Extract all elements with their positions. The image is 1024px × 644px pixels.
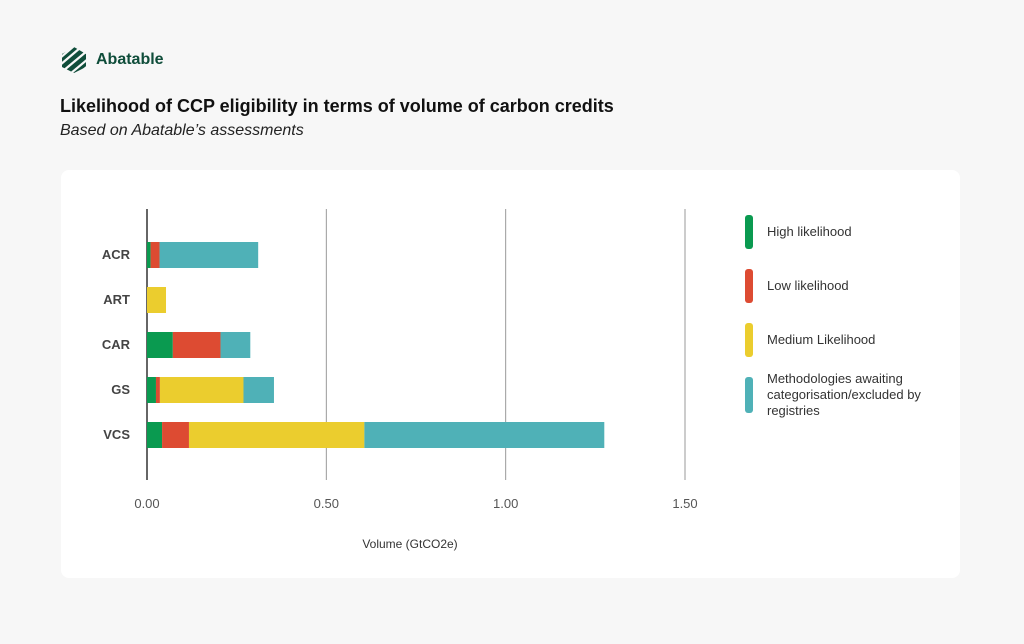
legend-label: High likelihood xyxy=(767,224,852,239)
bar-segment xyxy=(147,332,173,358)
legend-swatch xyxy=(745,323,753,357)
brand-logo: Abatable xyxy=(60,46,164,74)
y-tick-label: ACR xyxy=(102,247,131,262)
abatable-logo-icon xyxy=(60,46,88,74)
legend-item: High likelihood xyxy=(745,215,927,249)
bar-segment xyxy=(220,332,251,358)
x-tick-label: 0.50 xyxy=(314,496,339,511)
bar-segment xyxy=(188,422,365,448)
bar-segment xyxy=(159,377,244,403)
brand-name: Abatable xyxy=(96,51,164,68)
legend-swatch xyxy=(745,269,753,303)
legend-label: Methodologies awaiting categorisation/ex… xyxy=(767,371,921,418)
legend-swatch xyxy=(745,215,753,249)
bar-segment xyxy=(162,422,189,448)
x-tick-label: 1.50 xyxy=(672,496,697,511)
bar-segment xyxy=(147,242,151,268)
y-tick-label: ART xyxy=(103,292,130,307)
y-tick-label: VCS xyxy=(103,427,130,442)
legend-item: Medium Likelihood xyxy=(745,323,927,357)
bar-segment xyxy=(147,422,163,448)
legend-item: Methodologies awaiting categorisation/ex… xyxy=(745,371,927,419)
y-tick-label: GS xyxy=(111,382,130,397)
legend-label: Low likelihood xyxy=(767,278,849,293)
bar-segment xyxy=(147,377,156,403)
legend-item: Low likelihood xyxy=(745,269,927,303)
bar-segment xyxy=(243,377,274,403)
bar-segment xyxy=(147,287,167,313)
x-axis-label: Volume (GtCO2e) xyxy=(362,537,457,551)
chart-title: Likelihood of CCP eligibility in terms o… xyxy=(60,96,614,116)
bar-segment xyxy=(150,242,160,268)
chart-subtitle: Based on Abatable’s assessments xyxy=(60,122,304,139)
legend-swatch xyxy=(745,377,753,413)
x-tick-label: 0.00 xyxy=(134,496,159,511)
bar-segment xyxy=(155,377,160,403)
bar-segment xyxy=(364,422,605,448)
legend-label: Medium Likelihood xyxy=(767,332,876,347)
y-tick-label: CAR xyxy=(102,337,131,352)
bar-segment xyxy=(172,332,221,358)
x-tick-label: 1.00 xyxy=(493,496,518,511)
chart-card xyxy=(61,170,960,578)
bar-segment xyxy=(159,242,259,268)
